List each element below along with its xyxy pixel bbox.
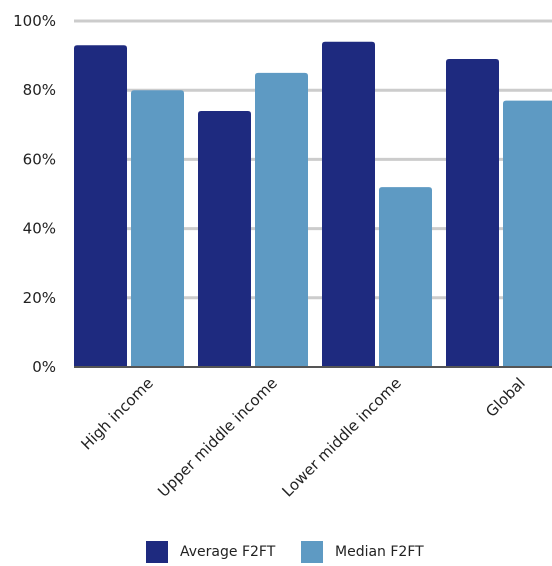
bar	[198, 110, 251, 368]
legend-item-median: Median F2FT	[301, 541, 424, 563]
bar	[503, 100, 552, 367]
bar	[131, 90, 184, 367]
y-tick-label: 40%	[23, 220, 56, 238]
y-tick-label: 60%	[23, 150, 56, 168]
legend-swatch-average	[146, 541, 168, 563]
y-tick-label: 80%	[23, 81, 56, 99]
bar	[446, 59, 499, 368]
y-tick-label: 20%	[23, 289, 56, 307]
legend: Average F2FT Median F2FT	[0, 541, 552, 565]
legend-swatch-median	[301, 541, 323, 563]
x-tick-label: Global	[482, 374, 529, 421]
x-tick-label: Lower middle income	[279, 374, 405, 500]
x-tick-label: High income	[77, 374, 156, 453]
legend-item-average: Average F2FT	[146, 541, 275, 563]
bar	[74, 45, 127, 367]
bar	[322, 41, 375, 367]
bar	[255, 72, 308, 368]
x-tick-label: Upper middle income	[154, 374, 281, 501]
y-tick-label: 100%	[13, 12, 56, 30]
bar	[379, 187, 432, 367]
legend-label-average: Average F2FT	[180, 544, 276, 560]
y-tick-label: 0%	[32, 358, 56, 376]
legend-label-median: Median F2FT	[335, 544, 424, 560]
